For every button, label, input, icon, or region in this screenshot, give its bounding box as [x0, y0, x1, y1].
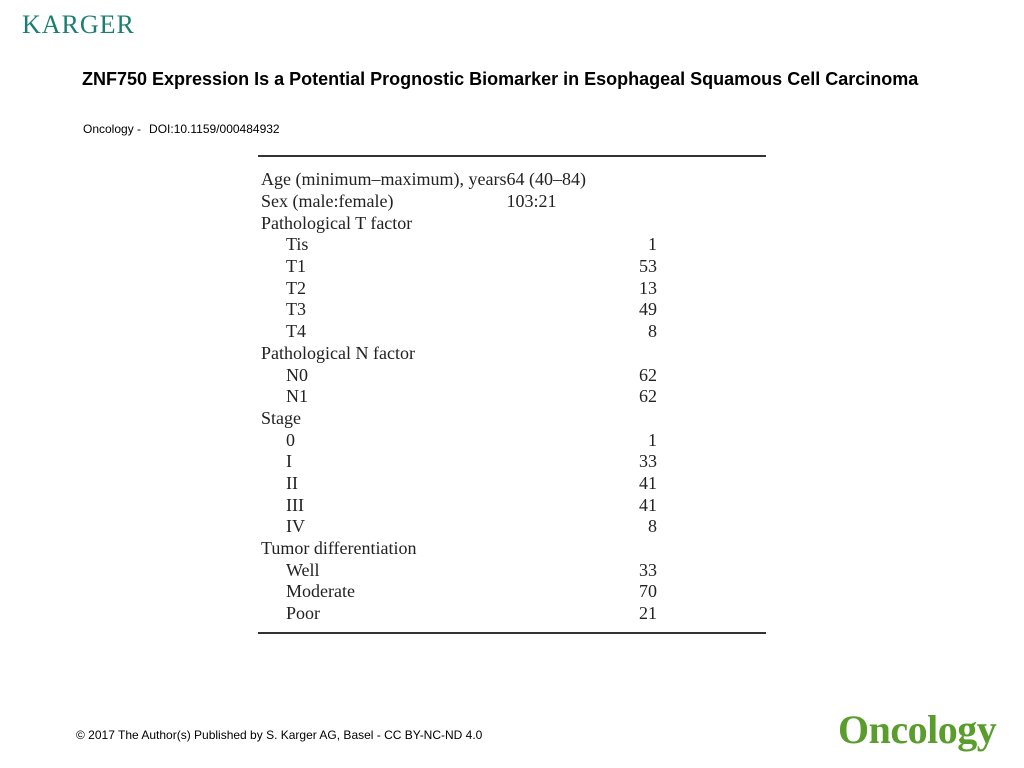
row-value: 1: [648, 429, 657, 450]
table-row: T3 49: [258, 299, 766, 321]
table-row: Stage: [258, 408, 766, 430]
karger-logo: KARGER: [22, 10, 135, 39]
citation: Oncology - DOI:10.1159/000484932: [83, 122, 280, 136]
row-sublabel: T4: [286, 321, 306, 342]
row-value: 33: [639, 451, 657, 472]
row-sublabel: N0: [286, 364, 308, 385]
patient-characteristics-table: Age (minimum–maximum), years 64 (40–84) Se…: [258, 155, 766, 635]
row-value: 8: [648, 516, 657, 537]
row-value: 64 (40–84): [506, 169, 586, 190]
table-row: Moderate 70: [258, 581, 766, 603]
oncology-journal-logo: Oncology: [838, 707, 997, 752]
row-label: Pathological T factor: [261, 212, 413, 233]
table-row: N0 62: [258, 364, 766, 386]
row-value: 8: [648, 321, 657, 342]
row-sublabel: Well: [286, 559, 320, 580]
table-row: Pathological T factor: [258, 212, 766, 234]
citation-doi[interactable]: DOI:10.1159/000484932: [149, 122, 280, 136]
row-value: 21: [639, 603, 657, 624]
row-value: 70: [639, 581, 657, 602]
row-value: 49: [639, 299, 657, 320]
row-sublabel: T2: [286, 277, 306, 298]
row-sublabel: Moderate: [286, 581, 355, 602]
row-label: Tumor differentiation: [261, 538, 417, 559]
row-sublabel: T3: [286, 299, 306, 320]
row-value: 33: [639, 559, 657, 580]
row-value: [506, 212, 766, 234]
row-sublabel: I: [286, 451, 292, 472]
row-sublabel: II: [286, 472, 298, 493]
table-row: Sex (male:female) 103:21: [258, 191, 766, 213]
row-sublabel: 0: [286, 429, 295, 450]
table-row: Tumor differentiation: [258, 538, 766, 560]
table-row: III 41: [258, 494, 766, 516]
table-row: Well 33: [258, 559, 766, 581]
row-sublabel: Poor: [286, 603, 321, 624]
table-row: T4 8: [258, 321, 766, 343]
row-label: Pathological N factor: [261, 342, 415, 363]
row-sublabel: T1: [286, 256, 306, 277]
table-row: Pathological N factor: [258, 343, 766, 365]
row-value: 103:21: [506, 191, 557, 212]
table-row: IV 8: [258, 516, 766, 538]
row-label: Stage: [261, 407, 301, 428]
table-row: I 33: [258, 451, 766, 473]
table-row: N1 62: [258, 386, 766, 408]
citation-journal: Oncology -: [83, 122, 142, 136]
row-label: Sex (male:female): [261, 191, 394, 212]
row-value: 62: [639, 386, 657, 407]
row-value: 1: [648, 234, 657, 255]
row-value: 53: [639, 256, 657, 277]
row-value: 41: [639, 472, 657, 493]
table-row: T1 53: [258, 256, 766, 278]
table-row: Age (minimum–maximum), years 64 (40–84): [258, 169, 766, 191]
row-sublabel: N1: [286, 386, 308, 407]
row-sublabel: III: [286, 494, 304, 515]
row-value: [506, 538, 766, 560]
row-value: [506, 408, 766, 430]
footer-copyright: © 2017 The Author(s) Published by S. Kar…: [76, 728, 483, 742]
table-row: II 41: [258, 473, 766, 495]
row-sublabel: Tis: [286, 234, 309, 255]
table-row: Tis 1: [258, 234, 766, 256]
row-label: Age (minimum–maximum), years: [261, 169, 507, 190]
row-value: 13: [639, 277, 657, 298]
table-body: Age (minimum–maximum), years 64 (40–84) Se…: [258, 169, 766, 624]
row-value: [506, 343, 766, 365]
row-sublabel: IV: [286, 516, 305, 537]
table-row: Poor 21: [258, 603, 766, 625]
table-row: T2 13: [258, 277, 766, 299]
row-value: 62: [639, 364, 657, 385]
slide-title: ZNF750 Expression Is a Potential Prognos…: [82, 69, 919, 89]
row-value: 41: [639, 494, 657, 515]
